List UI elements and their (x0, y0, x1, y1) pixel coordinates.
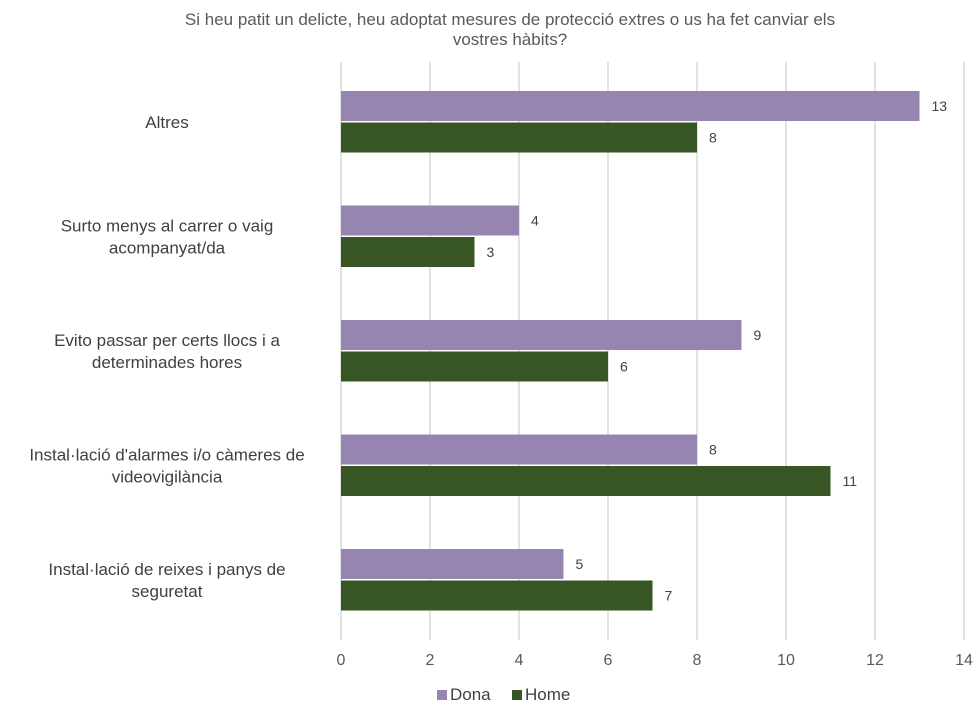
bar-dona (341, 549, 564, 579)
x-axis-tick-labels: 0 2 4 6 8 10 12 14 (337, 652, 973, 669)
data-label: 7 (665, 588, 673, 604)
category-label: Surto menys al carrer o vaig (61, 216, 274, 235)
bar-home (341, 237, 475, 267)
gridlines (340, 62, 965, 640)
x-tick-label: 8 (693, 652, 702, 669)
bar-home (341, 580, 653, 611)
legend: Dona Home (437, 685, 570, 704)
bars: 13 8 4 3 9 6 8 11 5 7 (341, 91, 947, 611)
data-label: 11 (843, 473, 858, 489)
data-label: 8 (709, 442, 717, 458)
bar-dona (341, 205, 519, 236)
data-label: 13 (932, 98, 948, 114)
category-label: seguretat (132, 582, 203, 601)
data-label: 9 (754, 327, 762, 343)
bar-home (341, 351, 608, 382)
category-label: Altres (145, 113, 188, 132)
bar-dona (341, 320, 742, 350)
x-tick-label: 12 (866, 652, 884, 669)
category-label: acompanyat/da (109, 238, 226, 257)
category-label: determinades hores (92, 353, 242, 372)
legend-swatch-home (512, 690, 522, 700)
category-label: Evito passar per certs llocs i a (54, 331, 280, 350)
x-tick-label: 4 (515, 652, 524, 669)
data-label: 3 (487, 244, 495, 260)
bar-home (341, 122, 697, 153)
x-tick-label: 6 (604, 652, 613, 669)
data-label: 4 (531, 213, 539, 229)
chart-title-line: vostres hàbits? (453, 30, 567, 49)
category-label: Instal·lació de reixes i panys de (48, 560, 285, 579)
chart-title: Si heu patit un delicte, heu adoptat mes… (185, 10, 835, 49)
bar-dona (341, 434, 697, 465)
legend-label-dona: Dona (450, 685, 491, 704)
chart-title-line: Si heu patit un delicte, heu adoptat mes… (185, 10, 835, 29)
x-tick-label: 14 (955, 652, 973, 669)
x-tick-label: 2 (426, 652, 435, 669)
x-tick-label: 0 (337, 652, 346, 669)
x-tick-label: 10 (777, 652, 795, 669)
category-label: videovigilància (112, 467, 223, 486)
legend-swatch-dona (437, 690, 447, 700)
category-labels: Altres Surto menys al carrer o vaig acompa… (29, 113, 304, 601)
data-label: 6 (620, 359, 628, 375)
data-label: 8 (709, 130, 717, 146)
bar-home (341, 466, 831, 496)
legend-label-home: Home (525, 685, 570, 704)
bar-dona (341, 91, 920, 121)
category-label: Instal·lació d'alarmes i/o càmeres de (29, 445, 304, 464)
data-label: 5 (576, 556, 584, 572)
